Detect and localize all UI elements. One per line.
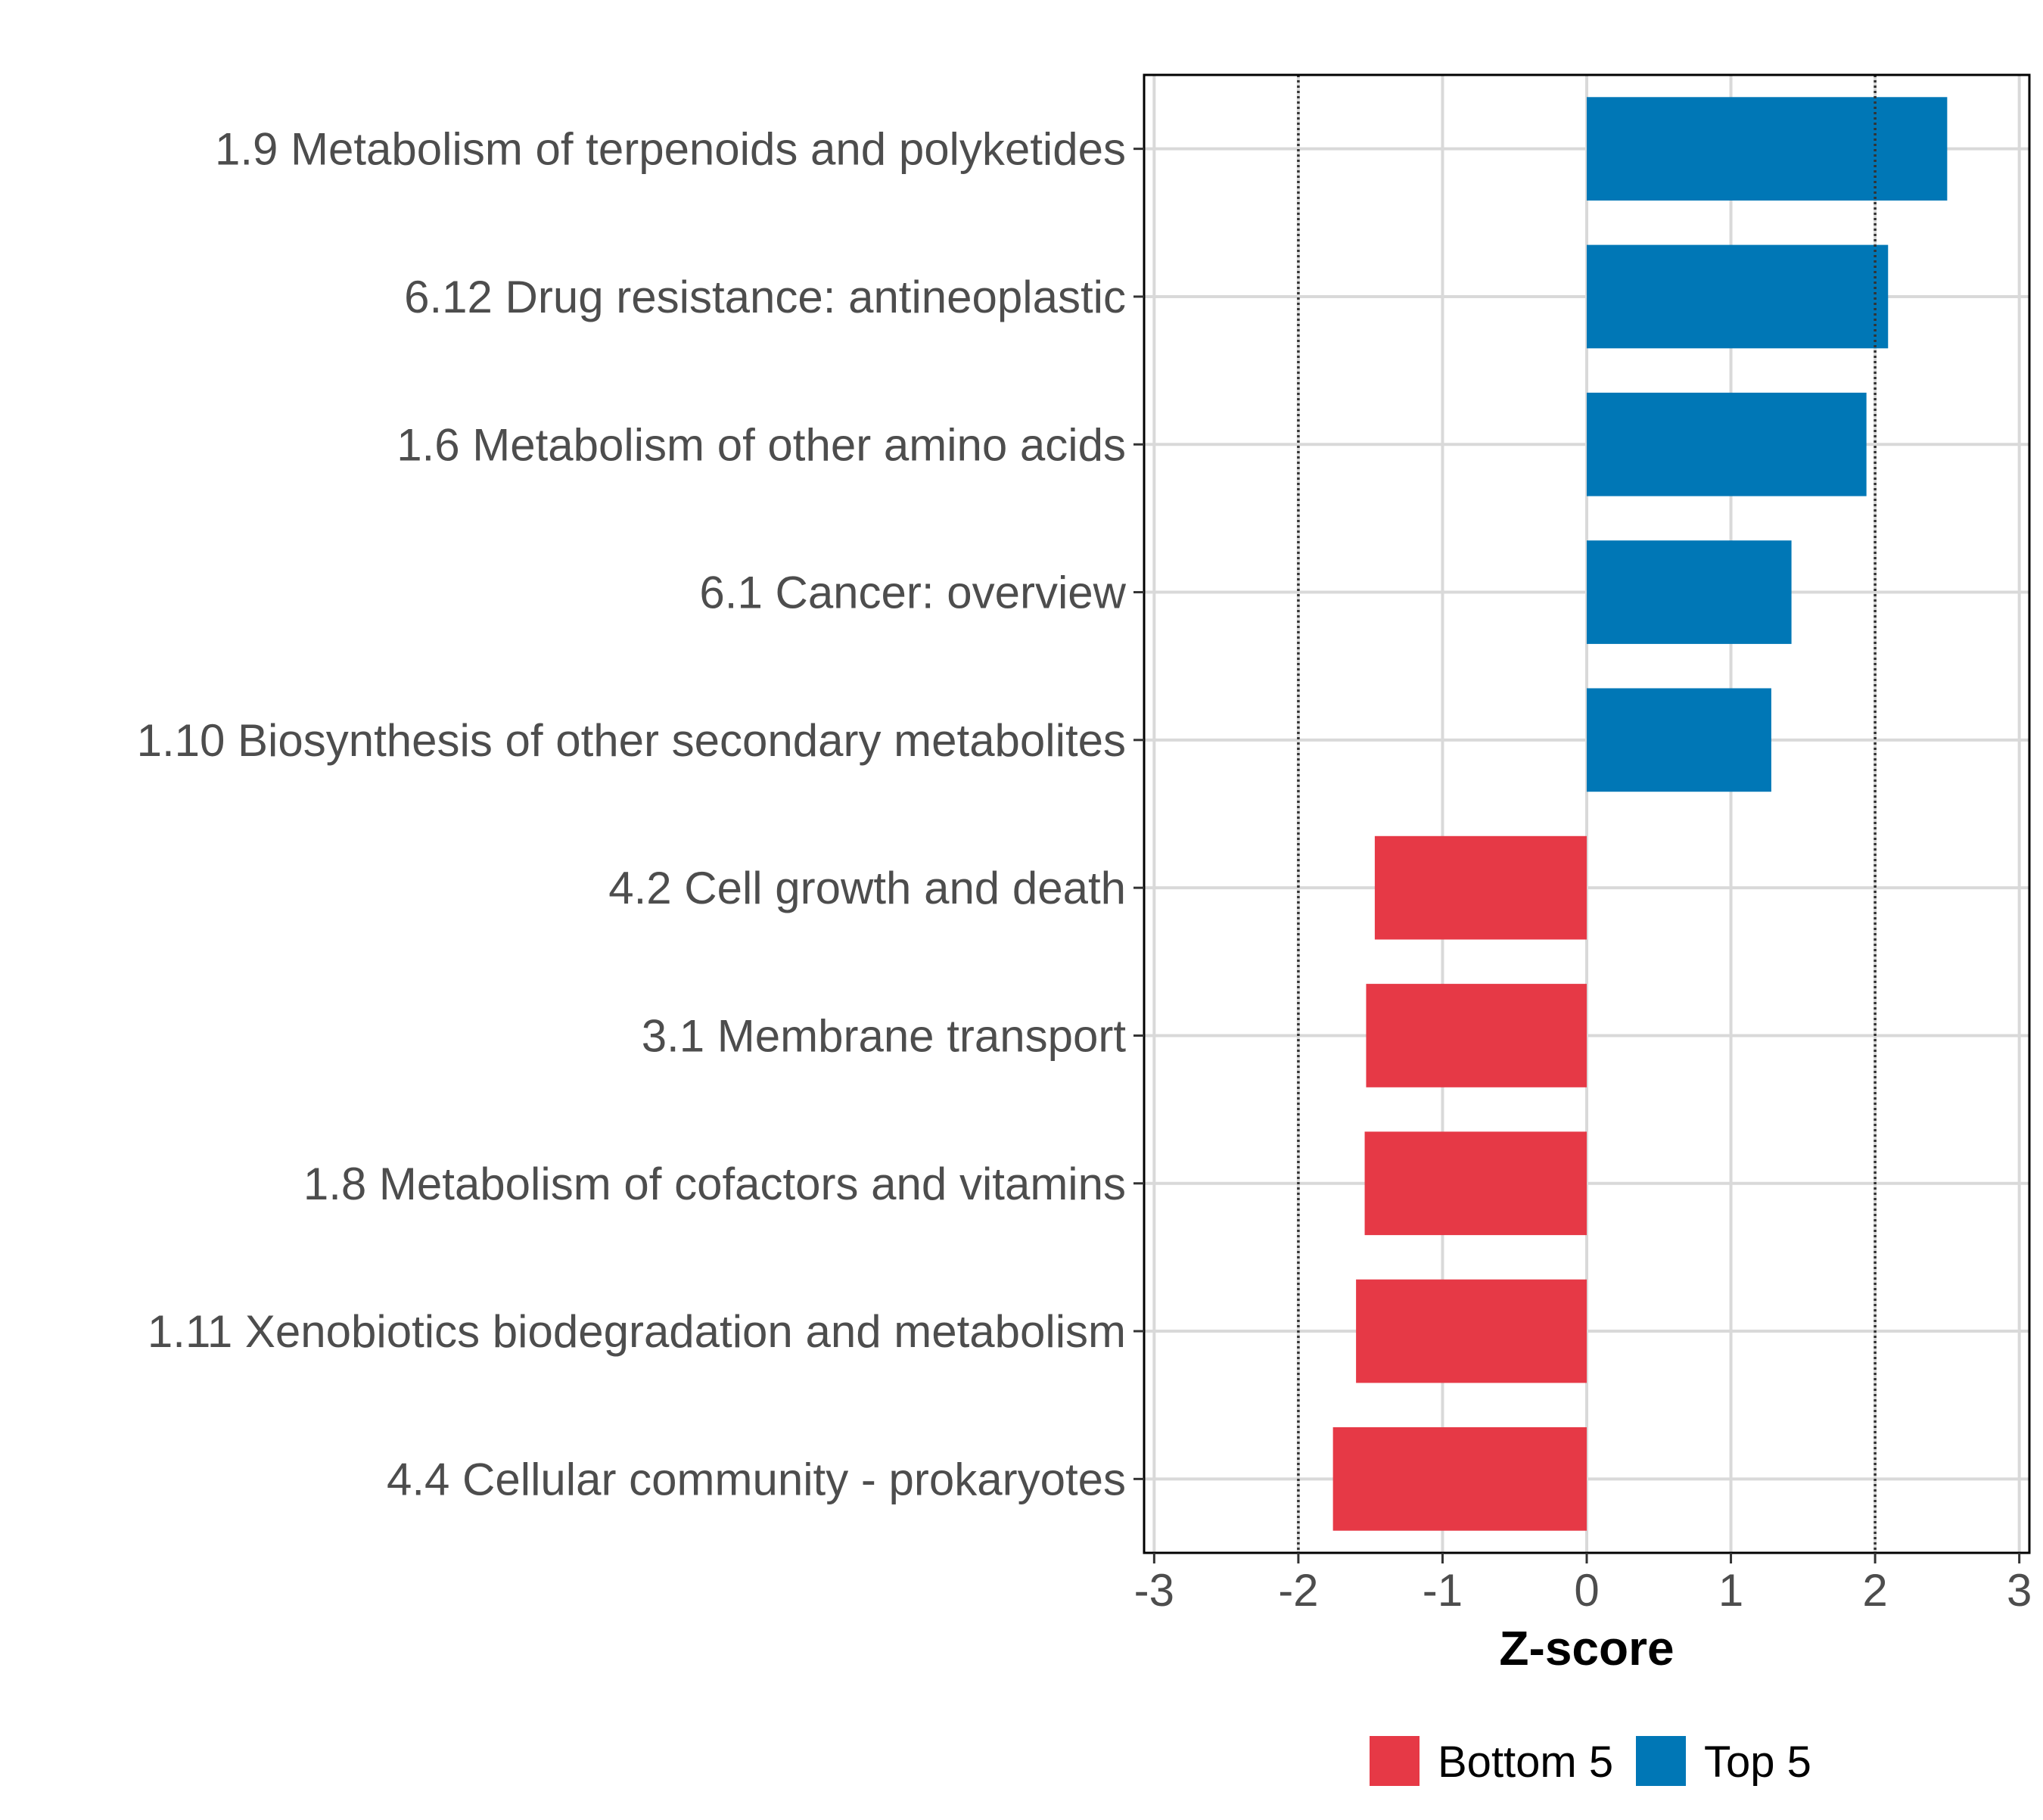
bar <box>1587 688 1771 792</box>
bar <box>1374 835 1587 940</box>
bar <box>1587 97 1948 201</box>
legend: Bottom 5 Top 5 <box>1370 1736 1811 1787</box>
legend-key <box>1636 1736 1686 1786</box>
bar <box>1366 984 1587 1087</box>
bar-layer <box>1332 97 1948 1531</box>
bar <box>1364 1131 1587 1236</box>
x-tick-label: -1 <box>1423 1565 1463 1616</box>
x-tick-label: 0 <box>1574 1565 1599 1616</box>
y-tick-label: 6.1 Cancer: overview <box>699 568 1126 618</box>
bar <box>1587 244 1889 349</box>
x-tick-label: -2 <box>1278 1565 1318 1616</box>
y-tick-label: 4.4 Cellular community - prokaryotes <box>387 1454 1126 1504</box>
x-axis-title: Z-score <box>1499 1621 1674 1675</box>
axis-layer: 1.9 Metabolism of terpenoids and polyket… <box>137 124 2032 1616</box>
y-tick-label: 1.8 Metabolism of cofactors and vitamins <box>303 1159 1126 1209</box>
legend-key <box>1370 1736 1420 1786</box>
x-tick-label: 3 <box>2007 1565 2032 1616</box>
bar <box>1332 1426 1587 1531</box>
legend-label: Bottom 5 <box>1438 1738 1613 1787</box>
y-tick-label: 1.9 Metabolism of terpenoids and polyket… <box>215 124 1126 175</box>
y-tick-label: 3.1 Membrane transport <box>642 1010 1127 1061</box>
x-tick-label: 2 <box>1862 1565 1887 1616</box>
y-tick-label: 1.10 Biosynthesis of other secondary met… <box>137 715 1126 766</box>
x-tick-label: -3 <box>1134 1565 1174 1616</box>
legend-label: Top 5 <box>1704 1738 1811 1787</box>
x-tick-label: 1 <box>1718 1565 1743 1616</box>
bar <box>1587 392 1867 496</box>
bar <box>1587 540 1792 644</box>
y-tick-label: 4.2 Cell growth and death <box>608 863 1126 913</box>
y-tick-label: 1.6 Metabolism of other amino acids <box>396 419 1126 470</box>
y-tick-label: 6.12 Drug resistance: antineoplastic <box>404 272 1126 322</box>
bar <box>1356 1279 1587 1383</box>
y-tick-label: 1.11 Xenobiotics biodegradation and meta… <box>148 1306 1126 1357</box>
